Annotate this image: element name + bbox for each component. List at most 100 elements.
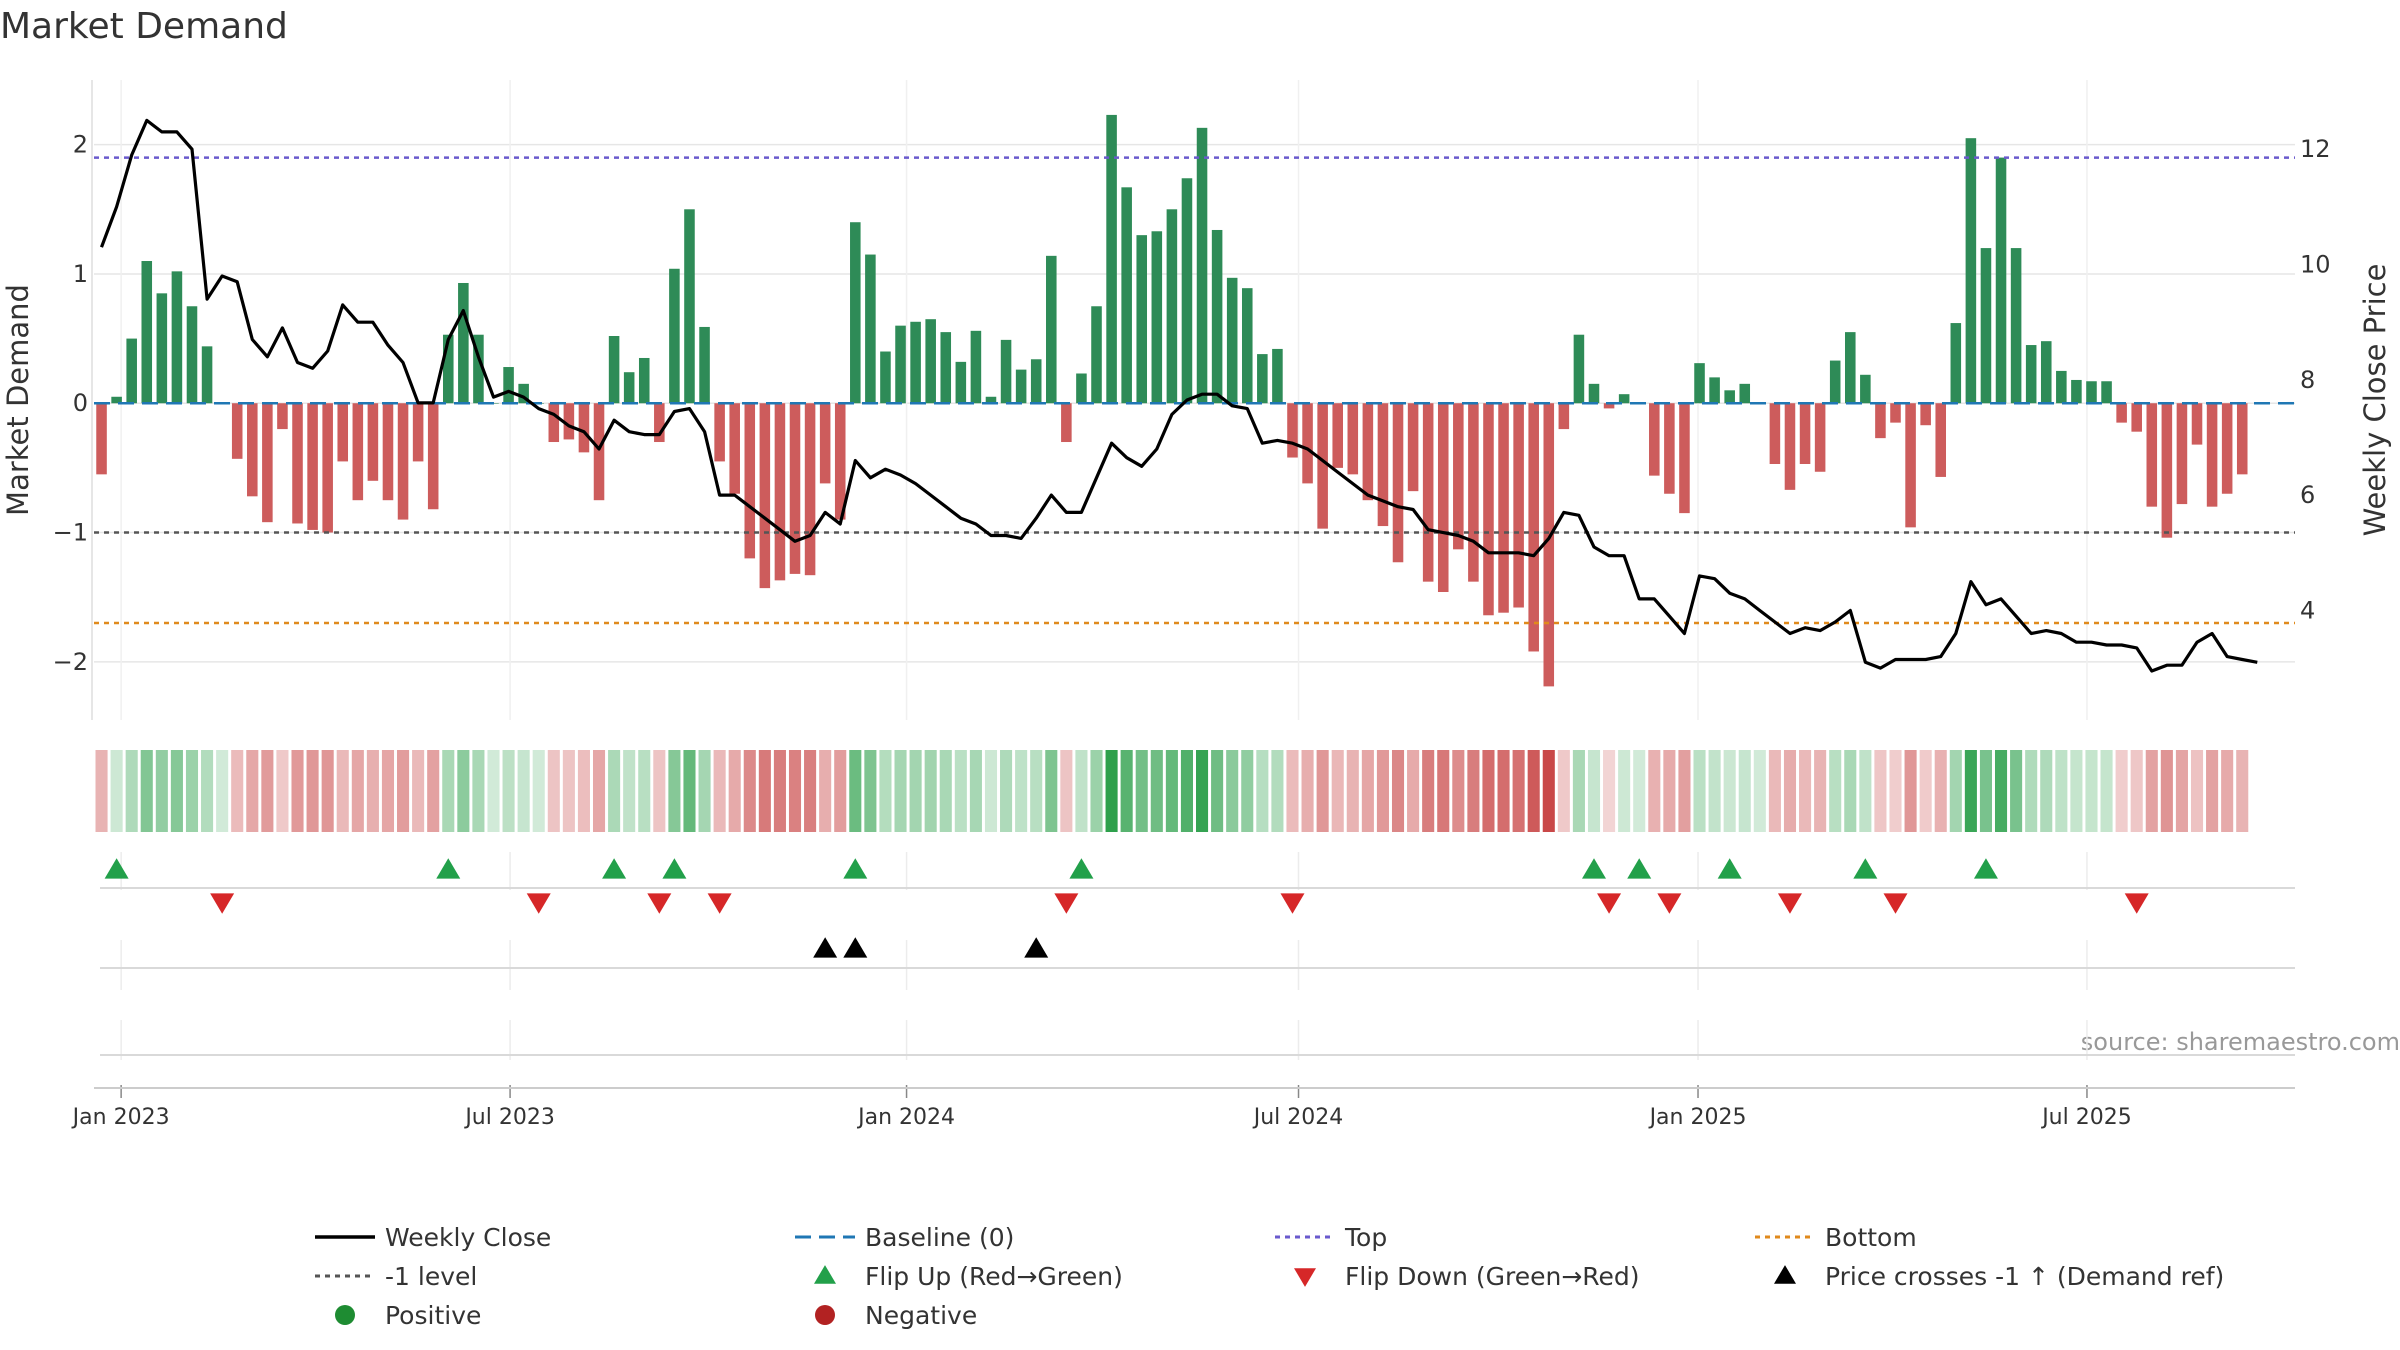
demand-bar — [337, 403, 349, 462]
flip-down-marker — [526, 893, 551, 914]
strip-cell — [185, 750, 199, 832]
demand-bar — [654, 403, 665, 443]
demand-bar — [518, 383, 529, 404]
flip-down-marker — [1054, 893, 1079, 914]
demand-bar — [1558, 403, 1570, 430]
strip-cell — [1271, 750, 1284, 832]
reference-lines — [94, 156, 2295, 625]
strip-cell — [1120, 750, 1133, 832]
demand-bar — [2025, 345, 2037, 404]
demand-bar — [1498, 403, 1509, 613]
strip-cell — [1361, 750, 1374, 832]
demand-bar — [1468, 403, 1479, 582]
demand-bar — [352, 403, 364, 501]
demand-bar — [96, 403, 107, 475]
demand-bar — [1995, 157, 2007, 404]
legend-label: Flip Down (Green→Red) — [1345, 1262, 1640, 1291]
strip-cell — [864, 750, 877, 832]
strip-cell — [125, 750, 138, 832]
strip-cell — [984, 750, 998, 832]
strip-cell — [819, 750, 832, 832]
strip-cell — [713, 750, 726, 832]
demand-bar — [1272, 348, 1283, 404]
legend-label: Negative — [865, 1301, 977, 1330]
strip-cell — [1693, 750, 1706, 832]
demand-bar — [638, 357, 650, 404]
demand-bar — [397, 403, 409, 520]
demand-bar — [834, 403, 846, 520]
demand-bar — [1724, 390, 1735, 404]
demand-bar — [171, 271, 183, 404]
legend-label: -1 level — [385, 1262, 477, 1291]
demand-bar — [1061, 403, 1072, 443]
strip-cell — [608, 750, 621, 832]
strip-cell — [2130, 750, 2143, 832]
demand-bar — [2056, 370, 2067, 404]
demand-bar — [2191, 403, 2203, 445]
demand-bar — [1860, 374, 1871, 404]
legend-item: Flip Down (Green→Red) — [1294, 1262, 1640, 1291]
demand-bar — [1483, 403, 1494, 616]
legend-item: Bottom — [1755, 1223, 1917, 1252]
demand-bar — [548, 403, 560, 443]
weekly-close-line — [100, 118, 2258, 673]
strip-cell — [909, 750, 922, 832]
strip-cell — [1437, 750, 1450, 832]
strip-cell — [1799, 750, 1812, 832]
legend-item: Weekly Close — [315, 1223, 551, 1252]
strip-cell — [1964, 750, 1977, 832]
strip-cell — [683, 750, 696, 832]
strip-cell — [95, 750, 108, 832]
strip-cell — [457, 750, 470, 832]
strip-cell — [2055, 750, 2068, 832]
demand-bar — [2236, 403, 2248, 475]
demand-bar — [141, 261, 153, 404]
strip-cell — [577, 750, 590, 832]
flip-up-marker — [843, 858, 868, 879]
grid — [94, 80, 2295, 1060]
strip-cell — [743, 750, 756, 832]
strip-cell — [1527, 750, 1540, 832]
strip-cell — [638, 750, 651, 832]
demand-bar — [2101, 381, 2112, 404]
strip-cell — [1557, 750, 1570, 832]
strip-cell — [1316, 750, 1329, 832]
demand-bar — [1664, 403, 1675, 494]
strip-cell — [1241, 750, 1254, 832]
legend-label: Bottom — [1825, 1223, 1917, 1252]
demand-bar — [2206, 403, 2218, 507]
demand-bar — [1829, 360, 1841, 404]
demand-bar — [231, 403, 243, 459]
flip-up-marker — [1581, 858, 1606, 879]
strip-cell — [1422, 750, 1435, 832]
demand-bar — [1422, 403, 1434, 582]
legend-item: Top — [1275, 1223, 1387, 1252]
strip-cell — [261, 750, 274, 832]
legend-swatch — [814, 1265, 836, 1284]
demand-bar — [1603, 403, 1615, 409]
price-series — [100, 118, 2258, 673]
strip-cell — [1889, 750, 1902, 832]
demand-bar — [473, 334, 484, 404]
y2-axis-label: Weekly Close Price — [2358, 264, 2392, 537]
strip-cell — [939, 750, 952, 832]
strip-cell — [1301, 750, 1314, 832]
strip-cell — [2236, 750, 2249, 832]
demand-bar — [1437, 403, 1449, 592]
demand-bar — [1453, 403, 1464, 550]
demand-bar — [1332, 403, 1343, 468]
legend-swatch — [815, 1305, 835, 1325]
strip-cell — [1000, 750, 1013, 832]
strip-cell — [547, 750, 560, 832]
demand-bar — [1121, 187, 1132, 404]
y-tick-label: −1 — [53, 519, 88, 547]
demand-bar — [2221, 403, 2233, 494]
strip-cell — [1045, 750, 1058, 832]
demand-bar — [2131, 403, 2142, 432]
strip-cell — [1015, 750, 1028, 832]
demand-bar — [2161, 403, 2173, 538]
demand-bar — [262, 403, 273, 523]
demand-bar — [1528, 403, 1539, 652]
flip-down-marker — [2124, 893, 2149, 914]
demand-bar — [1015, 369, 1027, 404]
